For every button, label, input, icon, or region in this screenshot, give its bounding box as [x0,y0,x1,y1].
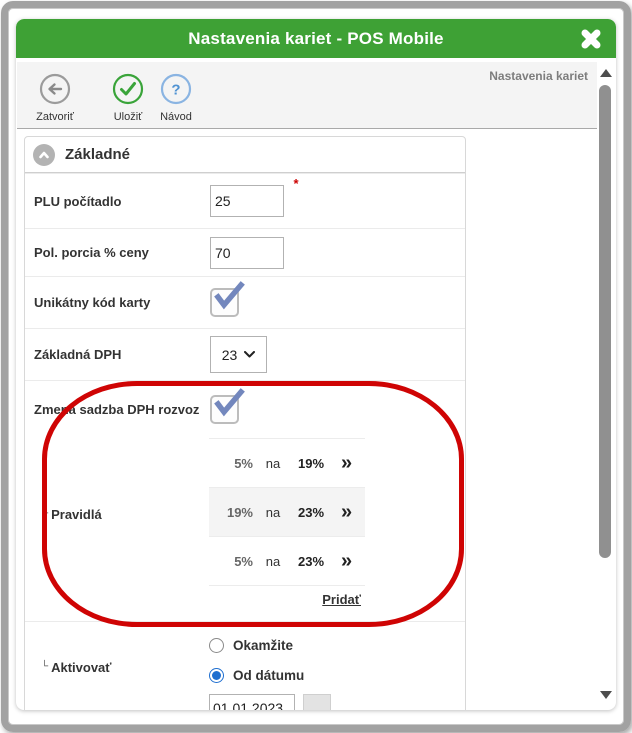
chevron-down-icon [244,351,256,358]
zmena-checkbox[interactable] [210,388,245,424]
scrollbar[interactable] [598,64,613,706]
tree-corner-glyph: └ [41,508,49,519]
radio-option-okamzite[interactable]: Okamžite [209,634,465,656]
checkmark-icon [214,281,245,310]
pravidla-label: └ Pravidlá [41,507,102,522]
aktivovat-label: └ Aktivovať [41,660,112,675]
rule-row: 5% na 23% » [209,536,365,585]
zmena-subrow: Zmena sadzba DPH rozvoz [25,381,465,438]
scroll-up-icon[interactable] [600,69,612,77]
field-row-unikatny: Unikátny kód karty [25,276,465,328]
radio-option-od-datumu[interactable]: Od dátumu [209,664,465,686]
field-row-plu: PLU počítadlo * [25,173,465,228]
unikatny-checkbox[interactable] [210,281,245,317]
rule-word: na [265,504,281,520]
collapse-chevron-icon[interactable] [33,143,55,166]
rule-word: na [265,553,281,569]
rule-from: 5% [234,553,253,569]
rule-row: 19% na 23% » [209,487,365,536]
porcia-input[interactable] [210,236,284,269]
unikatny-label: Unikátny kód karty [34,295,151,310]
date-row [209,694,465,710]
help-button[interactable]: ? Návod [146,73,206,123]
chevron-double-right-icon[interactable]: » [341,550,353,572]
back-arrow-icon [39,73,71,105]
plu-input[interactable] [210,185,284,217]
calendar-picker-button[interactable] [303,694,331,710]
field-row-porcia: Pol. porcia % ceny [25,228,465,276]
radio-selected-icon [209,667,224,683]
field-row-aktivovat: └ Aktivovať Okamžite Od dátumu [25,621,465,710]
rule-from: 5% [234,455,253,471]
plu-label: PLU počítadlo [34,193,122,209]
scroll-down-icon[interactable] [600,691,612,699]
radio-label: Od dátumu [233,667,305,683]
close-dialog-button[interactable]: Zatvoriť [25,73,85,123]
rule-from: 19% [226,504,253,520]
question-circle-icon: ? [160,73,192,105]
chevron-double-right-icon[interactable]: » [341,452,353,474]
dph-label: Základná DPH [34,347,122,362]
scrollbar-thumb[interactable] [599,85,611,558]
checkmark-icon [214,388,245,417]
field-row-dph: Základná DPH 23 [25,328,465,380]
check-circle-icon [112,73,144,105]
chevron-double-right-icon[interactable]: » [341,501,353,523]
dialog-title: Nastavenia kariet - POS Mobile [188,28,444,48]
required-asterisk: * [293,176,299,191]
rules-table: 5% na 19% » 19% na 23% » 5% na 23% [209,438,365,612]
dialog-nastavenia-kariet: Nastavenia kariet - POS Mobile Zatvoriť [16,19,616,710]
dph-selected-value: 23 [221,346,238,363]
dialog-titlebar: Nastavenia kariet - POS Mobile [16,19,616,58]
close-dialog-label: Zatvoriť [36,111,74,123]
radio-unselected-icon [209,637,224,653]
field-row-zmena-pravidla: Zmena sadzba DPH rozvoz └ Pravidlá 5% na … [25,380,465,621]
add-rule-link[interactable]: Pridať [322,591,361,607]
section-zakladne-panel: Základné PLU počítadlo * Pol. porcia % c… [24,136,466,710]
tree-corner-glyph: └ [41,661,49,672]
save-label: Uložiť [113,111,143,123]
close-icon[interactable] [579,27,603,51]
toolbar: Zatvoriť Uložiť ? Návod [17,62,597,129]
dph-select[interactable]: 23 [210,336,267,373]
svg-text:?: ? [171,82,180,99]
rule-to: 23% [297,553,325,569]
date-input[interactable] [209,694,295,710]
rule-to: 23% [297,504,325,520]
section-header: Základné [25,137,465,173]
porcia-label: Pol. porcia % ceny [34,245,149,260]
section-title: Základné [65,146,131,163]
radio-label: Okamžite [233,637,294,653]
add-rule-row: Pridať [209,585,365,612]
rule-word: na [265,455,281,471]
rule-row: 5% na 19% » [209,438,365,487]
breadcrumb-context-label: Nastavenia kariet [489,69,588,83]
save-button[interactable]: Uložiť [98,73,158,123]
help-label: Návod [160,111,192,123]
rule-to: 19% [297,455,325,471]
zmena-label: Zmena sadzba DPH rozvoz [34,402,200,417]
